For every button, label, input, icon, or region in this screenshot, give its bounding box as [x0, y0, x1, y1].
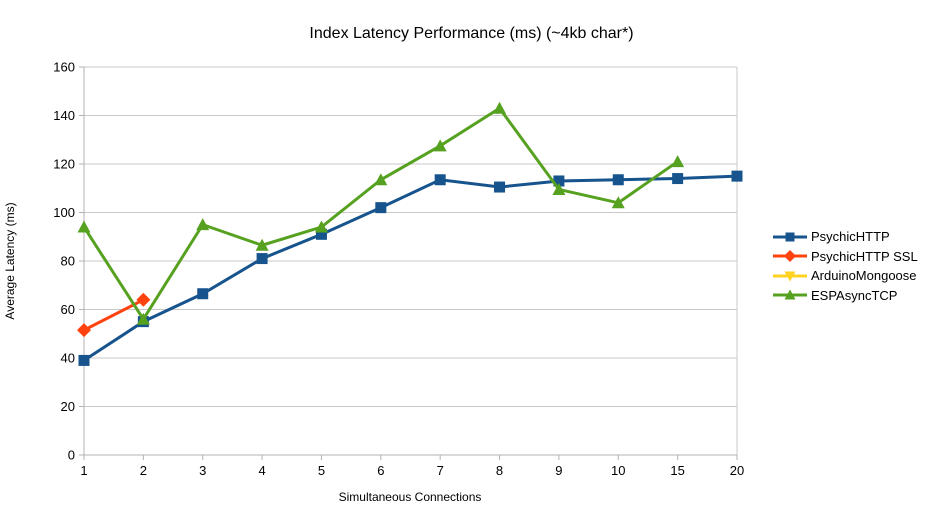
y-tick-label: 120 [53, 157, 75, 172]
x-tick-label: 7 [437, 463, 444, 478]
legend-key-triangle-up-icon [773, 289, 807, 300]
x-axis-ticks: 1 2 3 4 5 6 7 8 9 10 15 20 [80, 455, 744, 478]
legend-item-arduinomongoose: ArduinoMongoose [773, 266, 918, 286]
x-tick-label: 5 [318, 463, 325, 478]
legend-item-psychichttp: PsychicHTTP [773, 227, 918, 247]
gridlines [84, 66, 738, 455]
legend-key-triangle-down-icon [773, 271, 807, 282]
legend-key-diamond-icon [773, 250, 807, 263]
legend-item-espasynctcp: ESPAsyncTCP [773, 286, 918, 306]
x-tick-label: 9 [555, 463, 562, 478]
y-tick-label: 100 [53, 205, 75, 220]
series-psychichttp [78, 170, 743, 366]
chart-title: Index Latency Performance (ms) (~4kb cha… [309, 25, 634, 42]
legend-label: PsychicHTTP SSL [811, 248, 918, 264]
x-tick-label: 6 [377, 463, 384, 478]
legend-label: ArduinoMongoose [811, 268, 917, 284]
y-tick-label: 60 [61, 302, 75, 317]
x-tick-label: 20 [730, 463, 744, 478]
x-tick-label: 2 [140, 463, 147, 478]
x-tick-label: 4 [258, 463, 265, 478]
series-espasynctcp [77, 101, 685, 325]
x-tick-label: 1 [80, 463, 87, 478]
legend-label: ESPAsyncTCP [811, 287, 898, 303]
y-tick-label: 80 [61, 254, 75, 269]
x-tick-label: 15 [670, 463, 684, 478]
x-tick-label: 8 [496, 463, 503, 478]
legend-label: PsychicHTTP [811, 229, 890, 245]
x-tick-label: 10 [611, 463, 625, 478]
x-tick-label: 3 [199, 463, 206, 478]
y-tick-label: 160 [53, 60, 75, 75]
y-tick-label: 40 [61, 351, 75, 366]
legend-key-square-icon [773, 232, 807, 242]
y-axis-ticks: 0 20 40 60 80 100 120 140 160 [53, 60, 84, 463]
y-tick-label: 140 [53, 108, 75, 123]
y-tick-label: 20 [61, 399, 75, 414]
x-axis-title: Simultaneous Connections [338, 490, 482, 504]
legend-item-psychichttp-ssl: PsychicHTTP SSL [773, 247, 918, 267]
y-tick-label: 0 [68, 448, 75, 463]
chart-legend: PsychicHTTP PsychicHTTP SSL ArduinoMongoos… [773, 227, 918, 305]
